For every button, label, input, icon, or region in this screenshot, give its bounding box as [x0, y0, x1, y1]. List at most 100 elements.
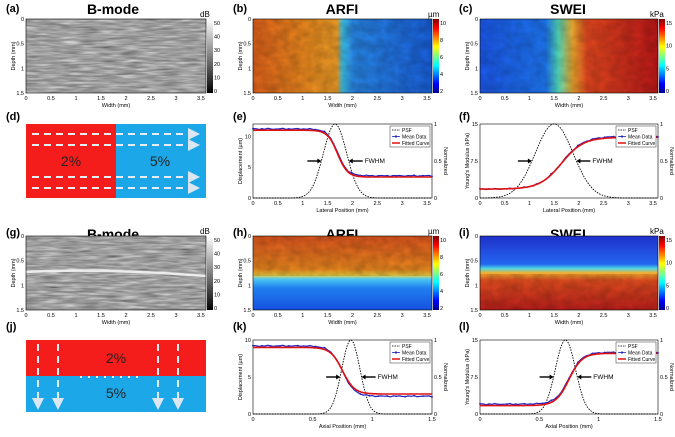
- panel-l-fwhm-label: FWHM: [593, 374, 613, 381]
- panel-f-y2tick: 1: [660, 122, 663, 128]
- panel-a-colorbar-tick: 50: [214, 21, 220, 27]
- panel-a-ytick: 1.5: [16, 91, 24, 97]
- panel-i-xtick: 1.5: [550, 313, 558, 319]
- panel-b-xtick: 2.5: [373, 96, 381, 102]
- panel-c-colorbar: [659, 19, 665, 93]
- panel-g-xtick: 0.5: [47, 313, 55, 319]
- panel-h-colorbar-tick: 2: [440, 306, 443, 312]
- panel-a-xtick: 0.5: [47, 96, 55, 102]
- panel-k-legend-data-marker: [394, 351, 398, 354]
- panel-k-mean-data-point: [422, 395, 424, 398]
- panel-k-mean-data-point: [252, 344, 254, 347]
- panel-b-xtick: 0.5: [274, 96, 282, 102]
- panel-e-mean-data-point: [287, 128, 290, 130]
- panel-f-xtick: 3: [627, 201, 630, 207]
- panel-e-mean-data-point: [422, 174, 424, 177]
- panel-i-xlabel: Width (mm): [555, 320, 584, 326]
- panel-e-xtick: 3: [401, 201, 404, 207]
- panel-e-ylabel: Displacement (µm): [238, 138, 244, 184]
- panel-h-xtick: 3: [401, 313, 404, 319]
- panel-f-ylabel2: Normalized: [668, 147, 674, 175]
- panel-a-colorbar-ticks: 0 10 20 30 40 50: [214, 21, 220, 95]
- panel-a-ytick: 1: [21, 66, 24, 72]
- panel-i-xtick: 0: [478, 313, 481, 319]
- panel-k-xtick: 1: [371, 417, 374, 423]
- panel-l-letter: (l): [459, 321, 470, 333]
- panel-e-ytick: 0: [248, 196, 251, 202]
- panel-c-ytick: 1.5: [470, 91, 478, 97]
- panel-l-psf-line: [480, 339, 658, 415]
- panel-i-xtick: 0.5: [501, 313, 509, 319]
- panel-h-xtick: 3.5: [423, 313, 431, 319]
- panel-k-xtick: 0.5: [309, 417, 317, 423]
- panel-e-xtick: 1: [301, 201, 304, 207]
- panel-a-xtick: 2: [124, 96, 127, 102]
- panel-e-ytick: 10: [245, 134, 251, 140]
- panel-h-image: [253, 236, 432, 310]
- panel-k-legend-box: [389, 341, 431, 364]
- panel-d-letter: (d): [6, 111, 20, 123]
- panel-g-colorbar: [207, 236, 213, 310]
- panel-d-soft-region: [26, 124, 116, 198]
- panel-f-legend-box: [615, 125, 657, 148]
- panel-e-legend-label: PSF: [402, 128, 412, 134]
- panel-l-mean-data-point: [496, 403, 499, 406]
- panel-f-ytick: 0: [475, 196, 478, 202]
- panel-d-left-label: 2%: [61, 153, 81, 169]
- panel-f-y2tick: 0.5: [660, 159, 668, 165]
- panel-a-xtick: 3.5: [197, 96, 205, 102]
- panel-k-y2tick: 0.5: [434, 375, 442, 381]
- panel-l-y2tick: 1: [660, 338, 663, 344]
- panel-i-unit: kPa: [650, 227, 664, 236]
- panel-h-ytick: 0.5: [243, 259, 251, 265]
- panel-e-ytick: 5: [248, 165, 251, 171]
- panel-b-colorbar-tick: 8: [440, 38, 443, 44]
- panel-k-fwhm-label: FWHM: [378, 374, 398, 381]
- panel-h-ytick: 1: [248, 283, 251, 289]
- panel-l-legend-box: [615, 341, 657, 364]
- panel-b-colorbar: [433, 19, 439, 93]
- panel-h-xtick: 2.5: [373, 313, 381, 319]
- panel-c-title: SWEI: [550, 1, 586, 17]
- panel-i-ytick: 1.5: [470, 308, 478, 314]
- panel-c-frame: [479, 18, 659, 94]
- panel-a-colorbar-tick: 30: [214, 48, 220, 54]
- panel-k-mean-data-point: [431, 395, 433, 398]
- panel-e-legend-box: [389, 125, 431, 148]
- panel-b-ylabel: Depth (mm): [238, 41, 244, 70]
- panel-l-mean-data-point: [505, 403, 508, 406]
- panel-l-xlabel: Axial Position (mm): [545, 424, 593, 430]
- panel-f-y2tick: 0: [660, 196, 663, 202]
- panel-k-xlabel: Axial Position (mm): [319, 424, 367, 430]
- panel-g-image: [25, 236, 207, 310]
- panel-k-ylabel: Displacement (µm): [238, 354, 244, 400]
- panel-c-colorbar-tick: 10: [666, 44, 672, 50]
- panel-g-xtick: 1.5: [97, 313, 105, 319]
- panel-h-xtick: 2: [351, 313, 354, 319]
- panel-i-colorbar: [659, 236, 665, 310]
- panel-c-letter: (c): [459, 3, 473, 15]
- panel-c-xlabel: Width (mm): [555, 103, 584, 109]
- panel-i-ytick: 0: [475, 234, 478, 240]
- panel-g-ytick: 1.5: [16, 308, 24, 314]
- panel-e-mean-data-point: [323, 130, 326, 133]
- panel-e-mean-data-point: [296, 127, 299, 130]
- panel-f-fwhm-head-left: [527, 158, 532, 164]
- panel-b-colorbar-tick: 4: [440, 72, 443, 78]
- panel-e-fitted-line: [253, 129, 432, 178]
- panel-k-mean-data-point: [314, 345, 317, 348]
- panel-a-ytick: 0.5: [16, 42, 24, 48]
- panel-j-schematic: 2% 5%: [26, 340, 206, 412]
- panel-e-fwhm-head-left: [317, 158, 322, 164]
- panel-k-mean-data-point: [270, 345, 272, 347]
- panel-c-ytick: 0: [475, 17, 478, 23]
- panel-i-letter: (i): [459, 227, 470, 239]
- panel-g-ylabel: Depth (mm): [11, 258, 17, 287]
- panel-e-xtick: 0: [251, 201, 254, 207]
- panel-b-ytick: 1: [248, 66, 251, 72]
- panel-i-colorbar-tick: 10: [666, 261, 672, 267]
- panel-a-frame: [25, 18, 207, 94]
- panel-a-xtick: 0: [24, 96, 27, 102]
